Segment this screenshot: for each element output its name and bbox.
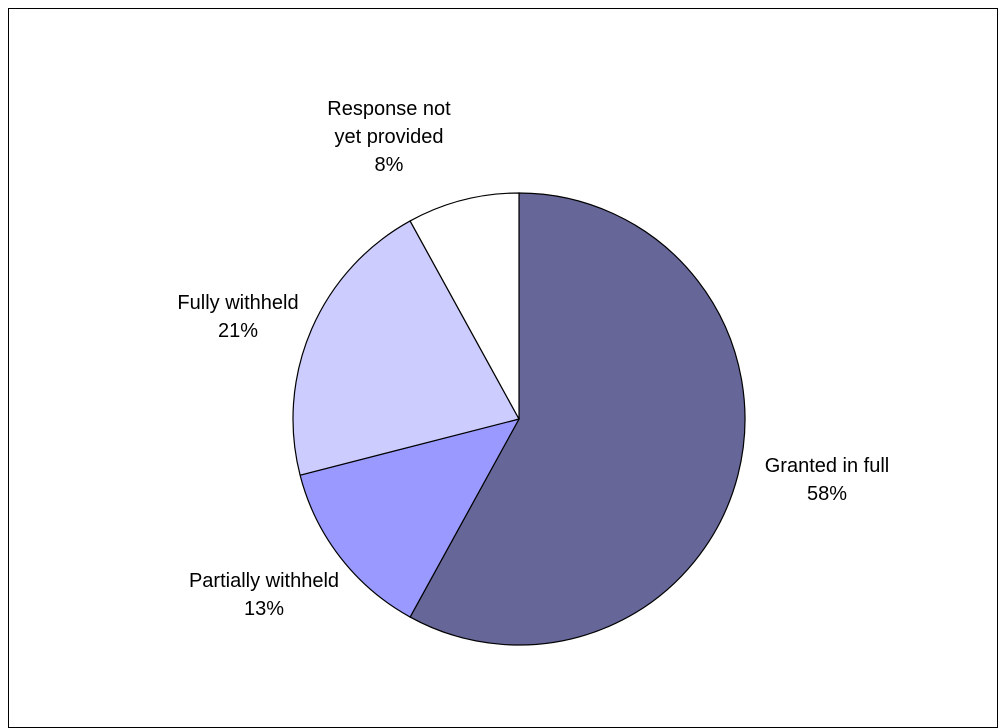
pie-slices [292, 192, 746, 646]
slice-label-granted-in-full: Granted in full 58% [765, 455, 890, 505]
slice-value-label: 13% [244, 598, 284, 620]
slice-label-fully-withheld: Fully withheld 21% [177, 292, 298, 342]
pie-slice-fully-withheld [292, 220, 520, 476]
slice-name-line: yet provided [335, 126, 444, 148]
slice-name-line: Response not [327, 98, 451, 120]
slice-name-line: Partially withheld [189, 570, 339, 592]
slice-value-label: 58% [807, 483, 847, 505]
slice-name-line: Granted in full [765, 455, 890, 477]
pie-slice-partially-withheld [299, 418, 521, 618]
slice-name-line: Fully withheld [177, 292, 298, 314]
pie-slice-granted-in-full [409, 192, 746, 646]
pie-chart: Granted in full 58% Partially withheld 13% F… [177, 98, 889, 646]
slice-label-response-not-yet-provided: Response not yet provided 8% [327, 98, 451, 176]
slice-label-partially-withheld: Partially withheld 13% [189, 570, 339, 620]
chart-area: Granted in full 58% Partially withheld 13% F… [8, 8, 998, 728]
pie-labels: Granted in full 58% Partially withheld 13% F… [177, 98, 889, 620]
pie-slice-response-not-yet-provided [409, 192, 520, 420]
slice-value-label: 8% [375, 154, 404, 176]
slice-value-label: 21% [218, 320, 258, 342]
